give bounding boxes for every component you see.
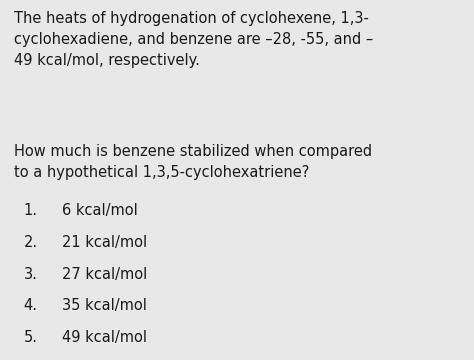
Text: 1.: 1.: [24, 203, 38, 219]
Text: The heats of hydrogenation of cyclohexene, 1,3-
cyclohexadiene, and benzene are : The heats of hydrogenation of cyclohexen…: [14, 11, 374, 68]
Text: 6 kcal/mol: 6 kcal/mol: [62, 203, 137, 219]
Text: 35 kcal/mol: 35 kcal/mol: [62, 298, 146, 314]
Text: 2.: 2.: [24, 235, 38, 250]
Text: How much is benzene stabilized when compared
to a hypothetical 1,3,5-cyclohexatr: How much is benzene stabilized when comp…: [14, 144, 373, 180]
Text: 21 kcal/mol: 21 kcal/mol: [62, 235, 147, 250]
Text: 49 kcal/mol: 49 kcal/mol: [62, 330, 146, 345]
Text: 4.: 4.: [24, 298, 38, 314]
Text: 3.: 3.: [24, 267, 37, 282]
Text: 27 kcal/mol: 27 kcal/mol: [62, 267, 147, 282]
Text: 5.: 5.: [24, 330, 38, 345]
